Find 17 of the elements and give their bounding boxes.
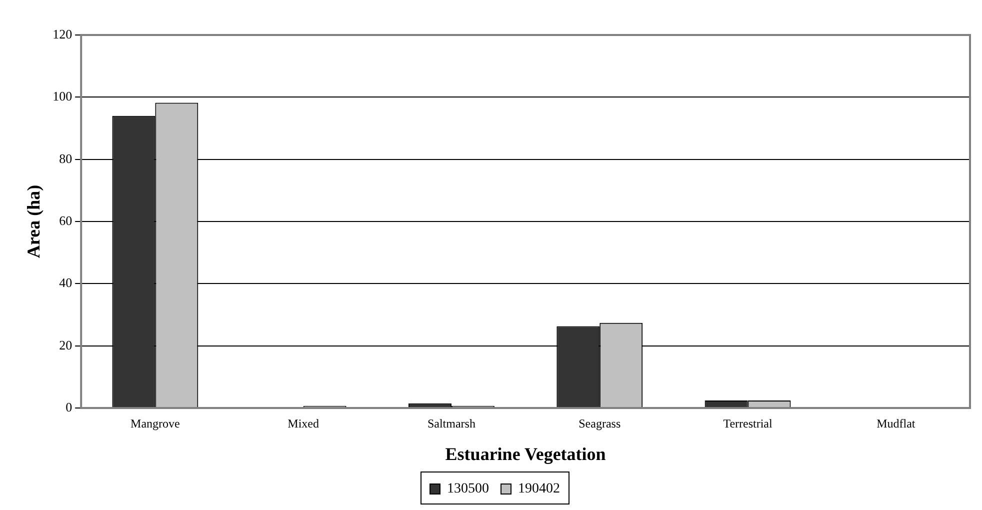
legend-label: 190402 <box>518 482 560 497</box>
y-axis-title: Area (ha) <box>23 184 44 258</box>
y-tick-label: 60 <box>59 212 72 228</box>
x-tick-label: Seagrass <box>578 416 621 430</box>
x-tick-label: Mixed <box>288 416 319 430</box>
y-tick-label: 0 <box>66 399 72 414</box>
x-axis-title: Estuarine Vegetation <box>445 444 606 464</box>
x-tick-label: Mangrove <box>130 416 180 430</box>
legend-label: 130500 <box>447 482 489 497</box>
y-tick-label: 80 <box>59 150 72 166</box>
x-tick-label: Terrestrial <box>723 416 773 430</box>
y-tick-label: 100 <box>52 88 72 104</box>
y-tick-label: 20 <box>59 337 72 352</box>
y-tick-label: 120 <box>52 26 72 42</box>
y-tick-label: 40 <box>59 275 72 290</box>
x-tick-label: Mudflat <box>876 416 916 430</box>
x-tick-label: Saltmarsh <box>427 416 476 430</box>
